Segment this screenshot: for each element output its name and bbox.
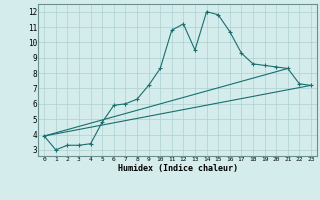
X-axis label: Humidex (Indice chaleur): Humidex (Indice chaleur) bbox=[118, 164, 238, 173]
